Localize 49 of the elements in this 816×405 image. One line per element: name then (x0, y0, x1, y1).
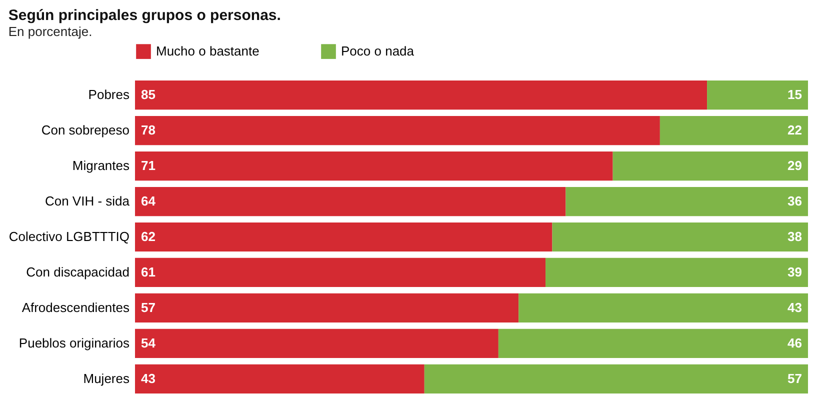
data-label: 43 (788, 300, 802, 315)
data-label: 57 (141, 300, 156, 315)
data-label: 78 (141, 122, 156, 138)
chart-subtitle: En porcentaje. (8, 24, 92, 39)
data-label: 36 (788, 194, 802, 209)
data-label: 61 (141, 264, 156, 280)
y-tick-label: Con VIH - sida (44, 194, 130, 209)
data-label: 15 (788, 87, 802, 102)
bar (135, 258, 546, 288)
data-label: 62 (141, 229, 156, 244)
bar (135, 80, 708, 110)
data-label: 22 (788, 122, 802, 138)
y-tick-label: Con sobrepeso (41, 122, 130, 138)
data-label: 71 (141, 158, 156, 174)
bar (135, 186, 566, 216)
y-tick-label: Mujeres (83, 370, 130, 386)
bar (612, 152, 808, 181)
bar (707, 80, 808, 110)
data-label: 54 (141, 335, 156, 350)
chart-title: Según principales grupos o personas. (8, 7, 281, 24)
bar (566, 186, 808, 216)
bar (518, 293, 808, 322)
bar (660, 116, 808, 146)
data-label: 85 (141, 87, 156, 102)
legend-label: Poco o nada (341, 44, 415, 59)
data-label: 39 (788, 264, 802, 280)
data-label: 38 (788, 229, 802, 244)
bar (135, 222, 552, 252)
bar (552, 222, 808, 252)
legend-label: Mucho o bastante (156, 44, 260, 59)
y-tick-label: Colectivo LGBTTTIQ (8, 229, 130, 244)
bar (498, 328, 808, 358)
bar (135, 116, 660, 146)
bar (424, 364, 808, 394)
y-tick-label: Con discapacidad (26, 264, 130, 280)
y-tick-label: Migrantes (72, 158, 130, 174)
bar (135, 293, 519, 322)
y-tick-label: Pobres (88, 87, 130, 102)
data-label: 46 (788, 335, 802, 350)
bar (135, 364, 424, 394)
data-label: 29 (788, 158, 802, 174)
data-label: 43 (141, 370, 156, 386)
bar (135, 152, 613, 181)
y-tick-label: Afrodescendientes (22, 300, 130, 315)
data-label: 57 (788, 370, 802, 386)
bar (135, 328, 498, 358)
data-label: 64 (141, 194, 156, 209)
y-tick-label: Pueblos originarios (18, 335, 130, 350)
bar (546, 258, 808, 288)
